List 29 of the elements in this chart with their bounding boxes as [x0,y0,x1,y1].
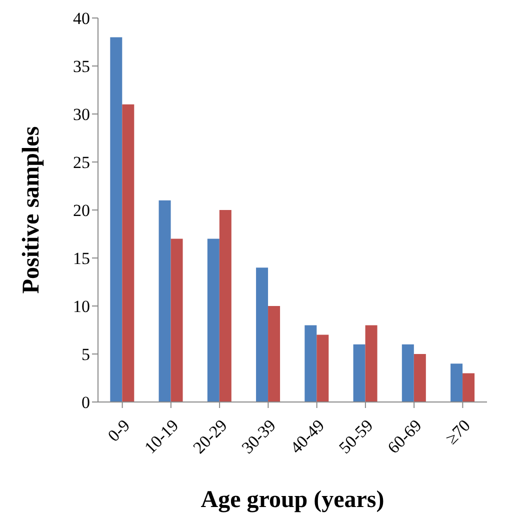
y-tick-label: 40 [73,9,90,28]
bar [170,238,183,402]
bar [450,364,463,402]
y-axis-title: Positive samples [18,126,45,294]
y-tick-label: 25 [73,153,90,172]
bar [256,268,268,402]
y-tick-label: 30 [73,105,90,124]
y-tick-label: 20 [73,201,90,220]
x-tick-label: ≥70 [442,416,474,448]
bar [365,325,378,402]
bar [122,104,134,402]
bar [462,373,475,402]
y-tick-label: 35 [73,57,90,76]
bar [353,344,366,402]
y-tick-label: 10 [73,297,90,316]
y-tick-label: 15 [73,249,90,268]
bar [207,238,220,402]
bar [316,334,329,402]
bar [219,210,232,402]
bar [304,325,317,402]
bar [268,306,280,402]
y-tick-label: 5 [82,345,90,364]
y-tick-label: 0 [82,393,90,412]
bar [110,37,122,402]
x-tick-label: 0-9 [104,416,134,446]
x-axis-title: Age group (years) [200,487,384,513]
bar [158,200,171,402]
bar [402,344,414,402]
bar [414,354,426,402]
